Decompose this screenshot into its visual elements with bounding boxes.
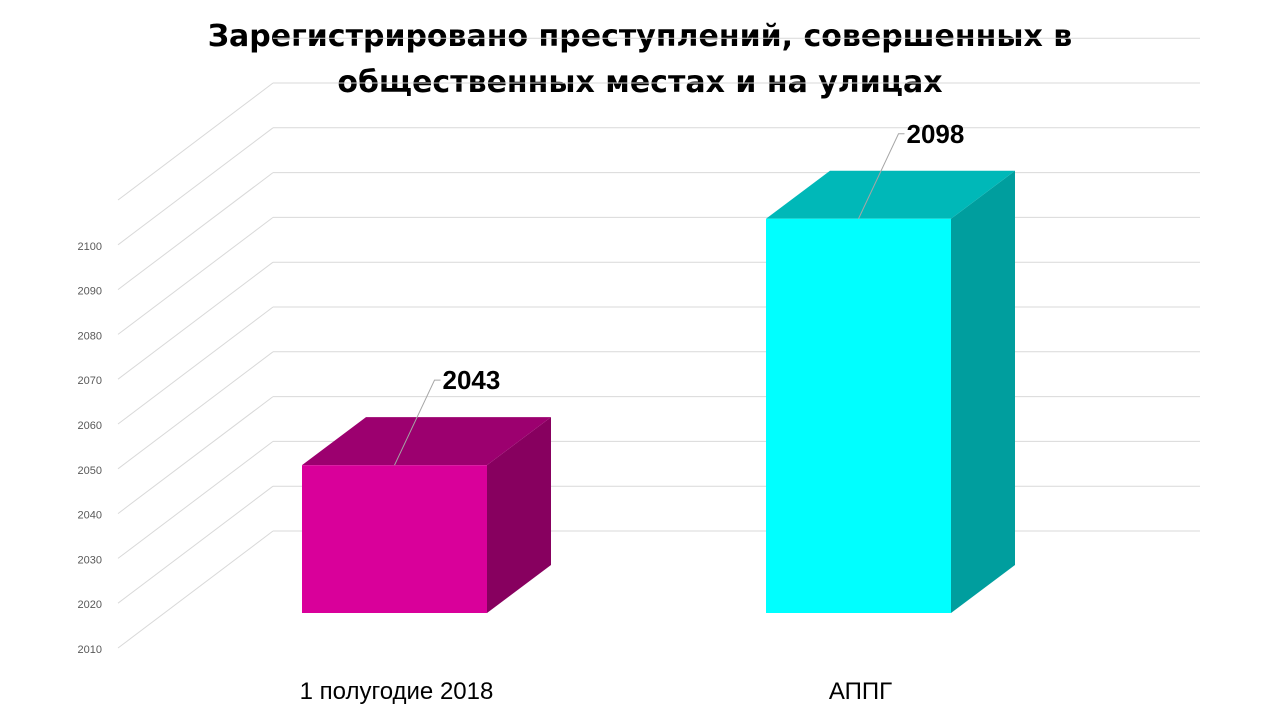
- bar-top-face: [766, 170, 1015, 219]
- bar-front-face: [302, 465, 487, 613]
- gridlines: [117, 37, 1200, 649]
- x-category-label: АППГ: [829, 678, 892, 705]
- leader-line: [858, 133, 905, 219]
- y-tick-label: 2090: [78, 286, 102, 298]
- leader-line: [394, 379, 441, 466]
- bar-2: [766, 170, 1015, 613]
- gridline-side: [117, 530, 274, 649]
- data-labels: 2043 2098: [394, 119, 965, 466]
- gridline-side: [117, 306, 274, 425]
- bar-front-face: [766, 218, 951, 613]
- y-tick-label: 2030: [78, 554, 102, 566]
- y-tick-label: 2080: [78, 330, 102, 342]
- gridline-side: [117, 351, 274, 470]
- x-axis-labels: 1 полугодие 2018 АППГ: [300, 678, 892, 705]
- gridline-side: [117, 217, 274, 335]
- y-tick-label: 2050: [78, 465, 102, 477]
- gridline-side: [117, 485, 274, 604]
- y-tick-label: 2020: [78, 599, 102, 611]
- gridline-side: [117, 127, 274, 246]
- bar-1: [302, 417, 551, 613]
- gridline-side: [117, 441, 274, 559]
- bar-side-face: [951, 170, 1015, 613]
- gridline-side: [117, 261, 274, 380]
- data-label: 2043: [443, 365, 501, 395]
- bar-top-face: [302, 417, 551, 466]
- y-tick-label: 2070: [78, 375, 102, 387]
- x-category-label: 1 полугодие 2018: [300, 678, 494, 705]
- gridline-side: [117, 82, 274, 201]
- gridline-side: [117, 396, 274, 514]
- bars: [302, 170, 1015, 613]
- y-axis-ticks: 2010 2020 2030 2040 2050 2060 2070 2080 2090 2100: [78, 241, 102, 656]
- y-tick-label: 2010: [78, 644, 102, 656]
- y-tick-label: 2040: [78, 510, 102, 522]
- y-tick-label: 2060: [78, 420, 102, 432]
- gridline-side: [117, 172, 274, 290]
- data-label: 2098: [907, 119, 965, 149]
- y-tick-label: 2100: [78, 241, 102, 253]
- bar-side-face: [487, 417, 551, 613]
